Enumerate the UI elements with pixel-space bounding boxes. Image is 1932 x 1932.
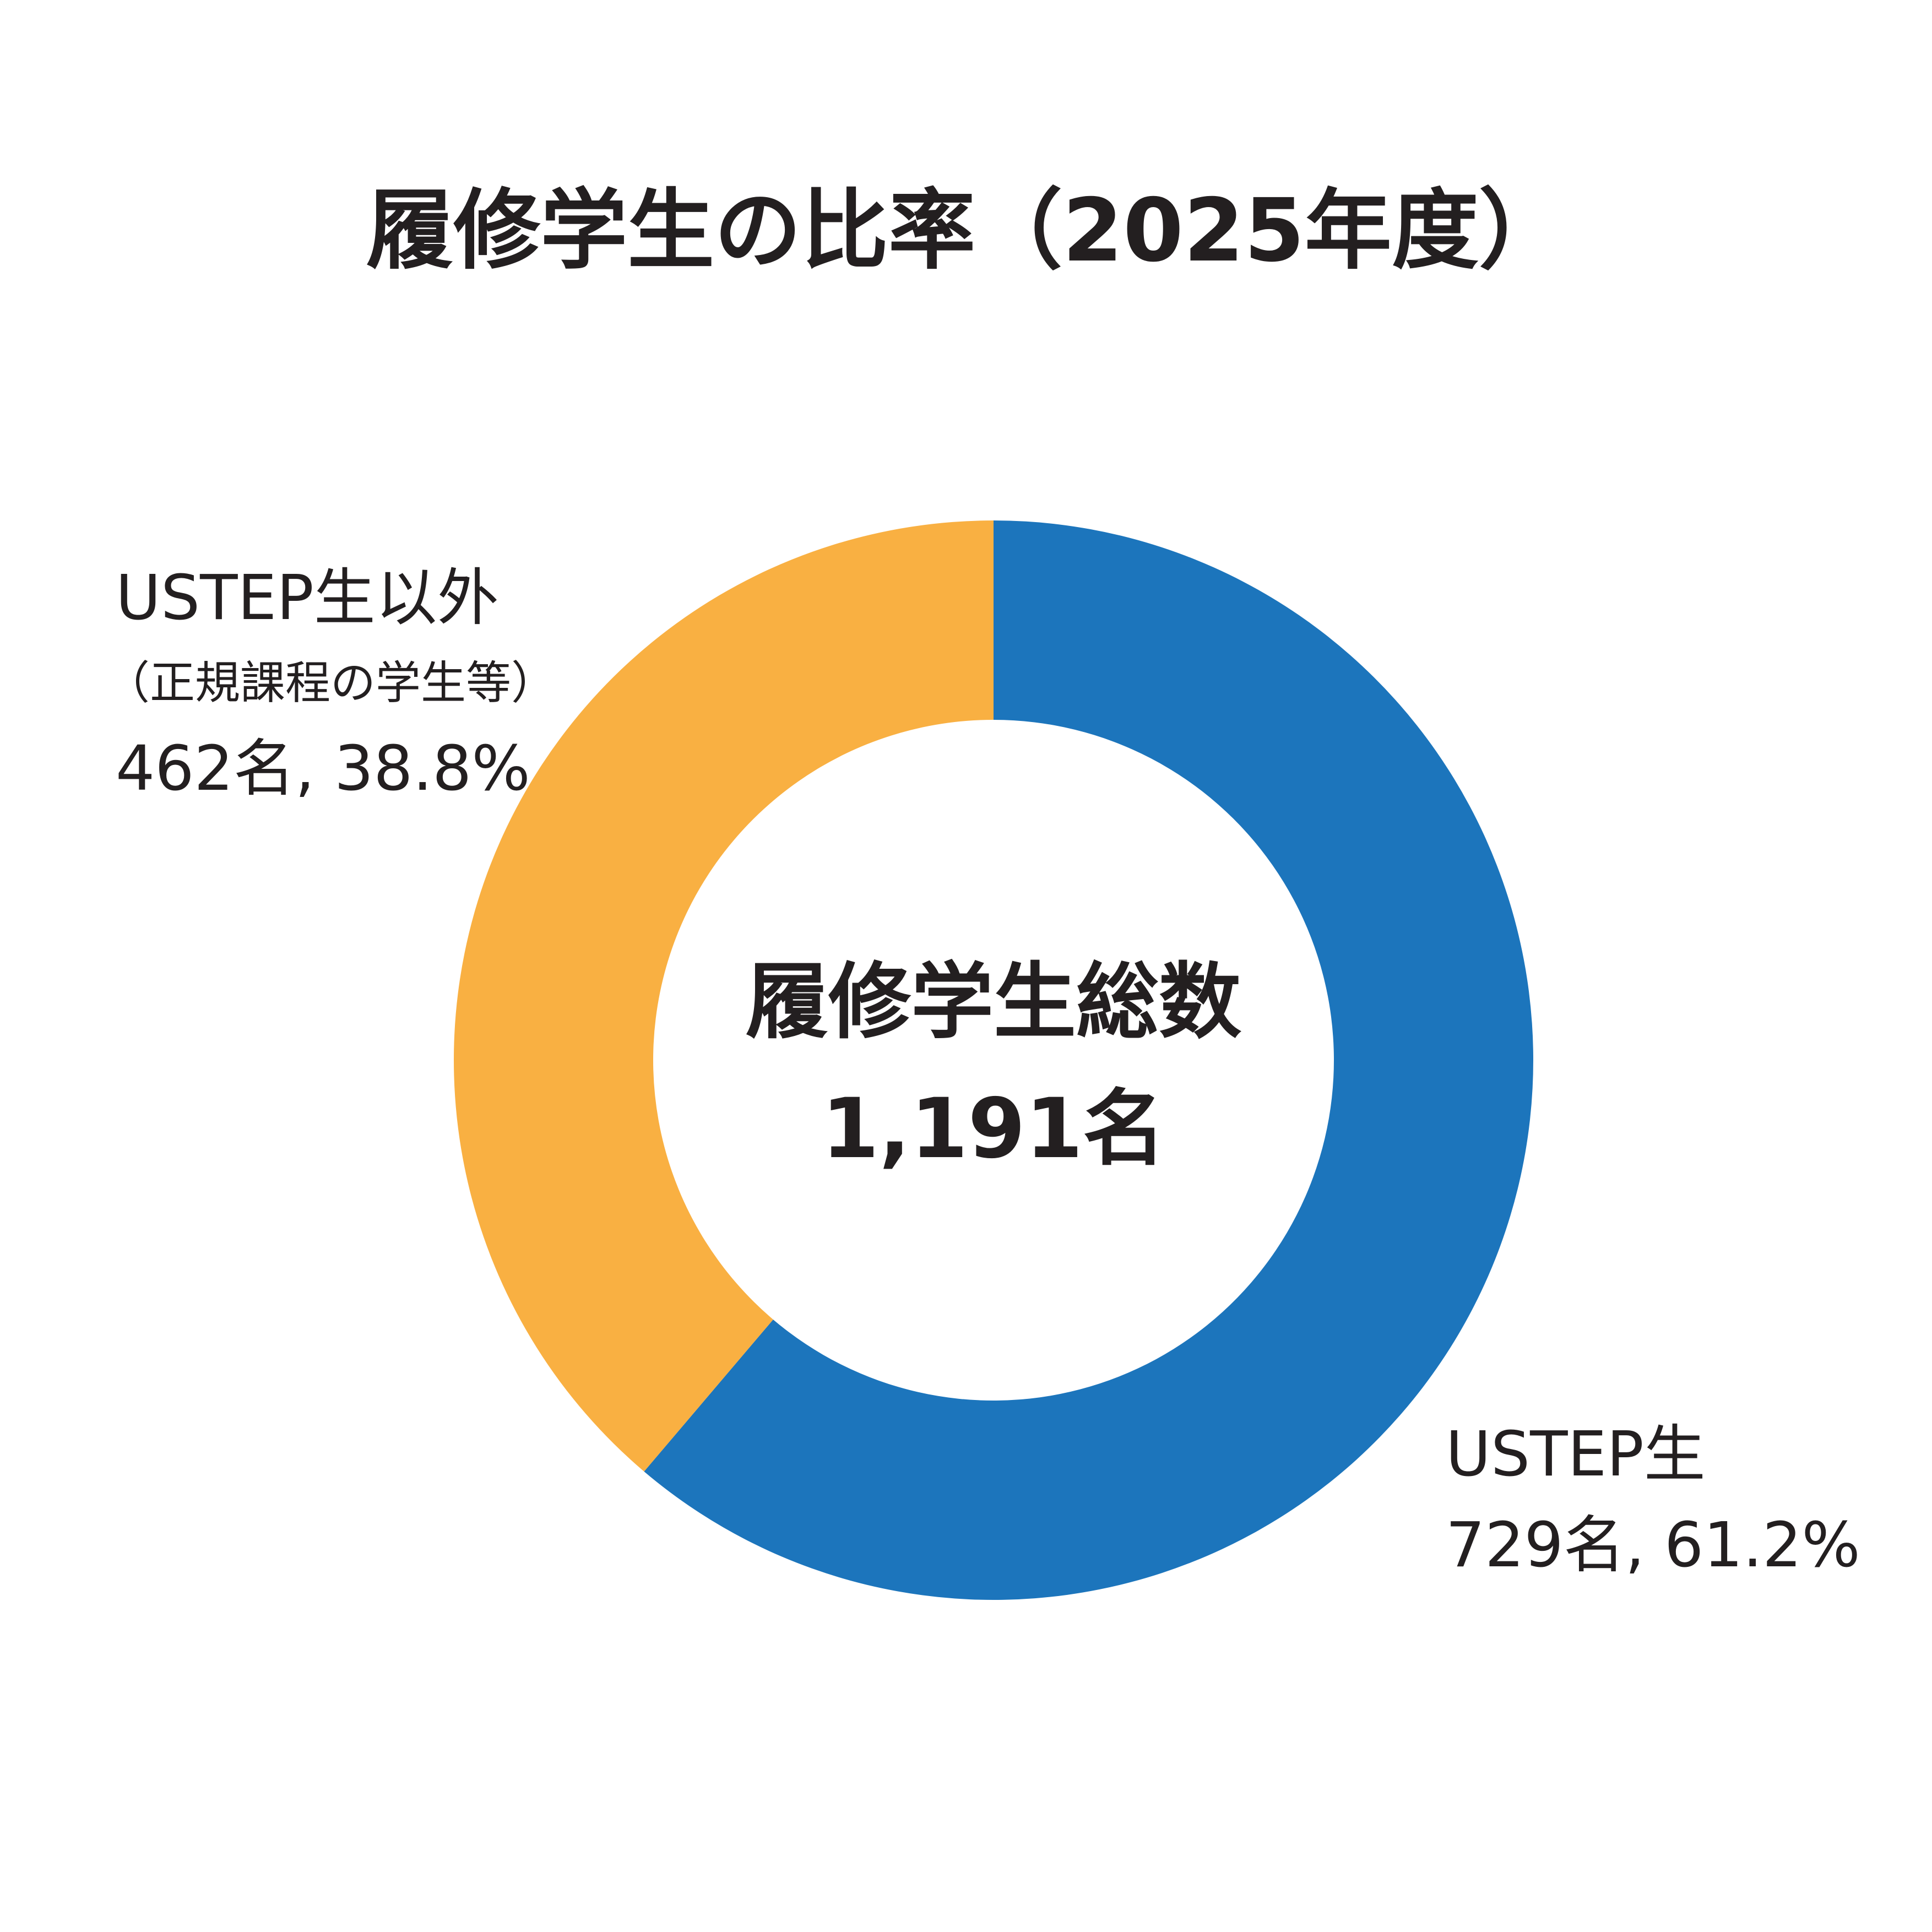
label-other-name: USTEP生以外 [116, 562, 499, 634]
chart-title: 履修学生の比率（2025年度） [366, 180, 1566, 281]
center-total-value: 1,191名 [821, 1081, 1166, 1177]
label-ustep-name: USTEP生 [1446, 1419, 1706, 1490]
slice-ustep [644, 520, 1533, 1600]
label-other-subtitle: （正規課程の学生等） [105, 657, 557, 709]
slice-other [454, 520, 994, 1472]
center-label: 履修学生総数 [745, 954, 1241, 1050]
label-ustep-value: 729名, 61.2% [1446, 1510, 1860, 1581]
label-other-value: 462名, 38.8% [116, 733, 530, 805]
